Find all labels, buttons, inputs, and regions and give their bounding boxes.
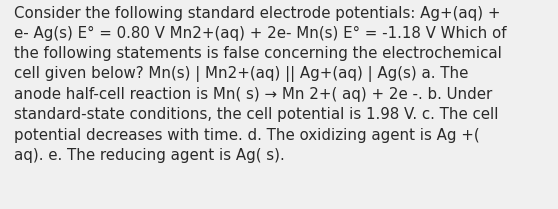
Text: Consider the following standard electrode potentials: Ag+(aq) +
e- Ag(s) E° = 0.: Consider the following standard electrod… — [14, 6, 507, 163]
